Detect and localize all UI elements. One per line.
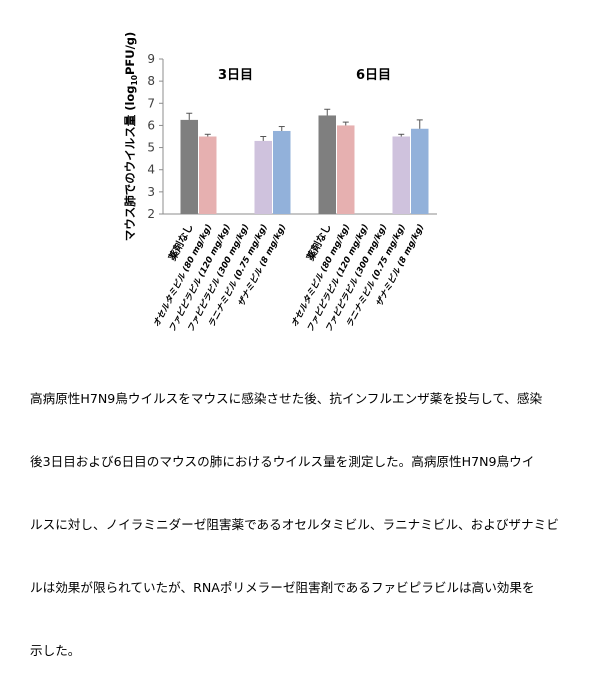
y-tick-label: 6 (147, 118, 155, 132)
bar (392, 136, 410, 214)
group-title: 3日目 (218, 68, 253, 83)
y-tick-label: 7 (147, 96, 155, 110)
caption-line: 高病原性H7N9鳥ウイルスをマウスに感染させた後、抗インフルエンザ薬を投与して、… (30, 391, 543, 406)
y-tick-label: 9 (147, 52, 155, 66)
chart-bars (180, 108, 429, 214)
caption-text: 高病原性H7N9鳥ウイルスをマウスに感染させた後、抗インフルエンザ薬を投与して、… (30, 346, 598, 682)
y-tick-label: 4 (147, 163, 155, 177)
bar (180, 119, 198, 214)
bar (318, 115, 336, 214)
y-tick-label: 8 (147, 74, 155, 88)
caption-line: 後3日目および6日目のマウスの肺におけるウイルス量を測定した。高病原性H7N9鳥… (30, 454, 535, 469)
caption-line: ルスに対し、ノイラミニダーゼ阻害薬であるオセルタミビル、ラニナミビル、およびザナ… (30, 517, 559, 532)
bar (337, 125, 355, 214)
bar (411, 128, 429, 214)
y-axis-title: マウス肺でのウイルス量 (log10PFU/g) (123, 32, 139, 242)
y-tick-label: 2 (147, 207, 155, 221)
bar (273, 130, 291, 214)
group-title: 6日目 (356, 68, 391, 83)
y-tick-label: 3 (147, 185, 155, 199)
caption-line: ルは効果が限られていたが、RNAポリメラーゼ阻害剤であるファビピラビルは高い効果… (30, 580, 535, 595)
y-tick-label: 5 (147, 141, 155, 155)
bar (254, 140, 272, 214)
caption-line: 示した。 (30, 643, 81, 658)
bar (199, 136, 217, 214)
